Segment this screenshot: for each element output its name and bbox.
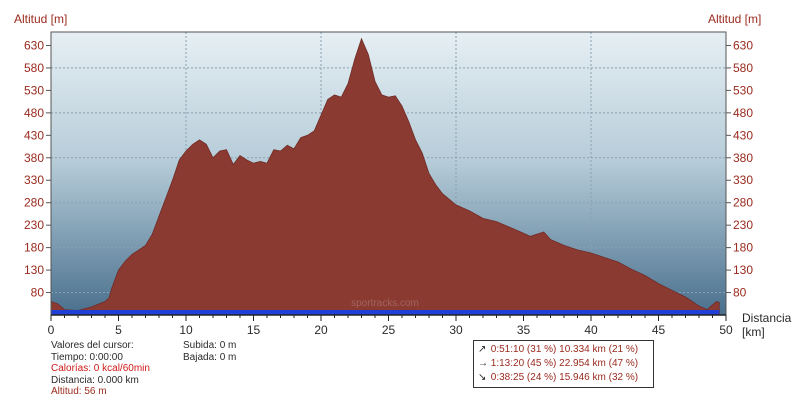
x-tick-labels: 0 5 10 15 20 25 30 35 40 45 50 <box>48 323 733 337</box>
y-tick-label: 430 <box>24 128 44 142</box>
cursor-descent: Bajada: 0 m <box>183 351 237 363</box>
x-tick-label: 0 <box>48 323 55 337</box>
x-tick-label: 30 <box>449 323 463 337</box>
stats-row-downhill: ↘ 0:38:25 (24 %) 15.946 km (32 %) <box>478 371 653 385</box>
y-tick-label: 230 <box>24 218 44 232</box>
y-tick-label: 130 <box>24 263 44 277</box>
y-tick-label: 230 <box>733 218 753 232</box>
stats-downhill-text: 0:38:25 (24 %) 15.946 km (32 %) <box>490 372 639 383</box>
y-tick-label: 530 <box>24 83 44 97</box>
cursor-values-title: Valores del cursor: <box>51 340 134 351</box>
x-tick-label: 25 <box>382 323 396 337</box>
y-tick-label: 630 <box>733 38 753 52</box>
flat-arrow-icon: → <box>478 358 488 369</box>
y-tick-label: 530 <box>733 83 753 97</box>
y-tick-label: 280 <box>24 196 44 210</box>
x-tick-label: 50 <box>719 323 733 337</box>
y-tick-label: 580 <box>733 61 753 75</box>
x-axis-title: Distancia <box>742 311 792 325</box>
cursor-distance: Distancia: 0.000 km <box>51 374 139 386</box>
x-tick-label: 20 <box>314 323 328 337</box>
y-tick-labels-right: 80 130 180 230 280 330 380 430 480 530 580 630 <box>733 38 753 299</box>
stats-flat-text: 1:13:20 (45 %) 22.954 km (47 %) <box>490 358 639 369</box>
y-tick-label: 330 <box>733 173 753 187</box>
downhill-arrow-icon: ↘ <box>478 372 487 383</box>
stats-row-uphill: ↗ 0:51:10 (31 %) 10.334 km (21 %) <box>478 343 653 357</box>
climb-panel: Subida: 0 m Bajada: 0 m <box>183 340 236 363</box>
y-tick-label: 380 <box>24 151 44 165</box>
elevation-area: sportracks.com <box>50 37 720 316</box>
x-axis-unit: [km] <box>742 325 765 339</box>
y-tick-label: 130 <box>733 263 753 277</box>
y-tick-label: 380 <box>733 151 753 165</box>
x-tick-label: 40 <box>584 323 598 337</box>
cursor-altitude: Altitud: 56 m <box>51 386 107 397</box>
watermark-text: sportracks.com <box>351 298 419 309</box>
y-tick-label: 330 <box>24 173 44 187</box>
cursor-climb: Subida: 0 m <box>183 340 237 351</box>
y-tick-label: 630 <box>24 38 44 52</box>
y-tick-labels-left: 80 130 180 230 280 330 380 430 480 530 580 630 <box>24 38 44 299</box>
x-tick-label: 45 <box>652 323 666 337</box>
y-tick-label: 580 <box>24 61 44 75</box>
y-tick-label: 180 <box>24 241 44 255</box>
y-tick-label: 180 <box>733 241 753 255</box>
y-tick-label: 80 <box>733 286 747 300</box>
cursor-calories: Calorías: 0 kcal/60min <box>51 363 150 374</box>
cursor-time: Tiempo: 0:00:00 <box>51 351 123 363</box>
stats-uphill-text: 0:51:10 (31 %) 10.334 km (21 %) <box>490 344 639 355</box>
y-tick-label: 80 <box>31 286 45 300</box>
elevation-profile-area <box>50 37 720 316</box>
y-tick-label: 480 <box>24 106 44 120</box>
x-tick-label: 5 <box>115 323 122 337</box>
y-tick-label: 430 <box>733 128 753 142</box>
stats-row-flat: → 1:13:20 (45 %) 22.954 km (47 %) <box>478 357 653 371</box>
y-tick-label: 480 <box>733 106 753 120</box>
cursor-values-panel: Valores del cursor: Tiempo: 0:00:00 Calo… <box>51 340 150 398</box>
y-axis-title-left: Altitud [m] <box>14 12 68 26</box>
y-axis-title-right: Altitud [m] <box>708 12 762 26</box>
segment-stats-box: ↗ 0:51:10 (31 %) 10.334 km (21 %) → 1:13… <box>473 340 654 388</box>
uphill-arrow-icon: ↗ <box>478 344 487 355</box>
track-baseline-strip <box>51 310 720 315</box>
x-tick-label: 10 <box>179 323 193 337</box>
x-tick-label: 15 <box>247 323 261 337</box>
x-tick-label: 35 <box>517 323 531 337</box>
axes <box>46 31 731 321</box>
y-tick-label: 280 <box>733 196 753 210</box>
